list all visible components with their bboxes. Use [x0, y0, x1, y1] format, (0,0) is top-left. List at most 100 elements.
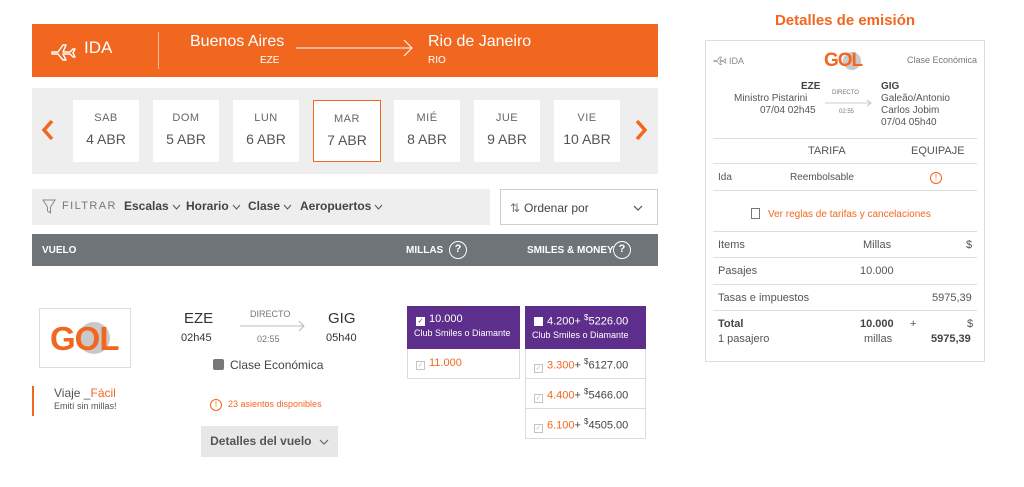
summary-dest-airport-line1: Galeão/Antonio	[881, 93, 950, 104]
filter-escalas[interactable]: Escalas	[124, 199, 181, 213]
issuance-summary: IDA GOL Clase Económica EZE Ministro Pis…	[705, 40, 985, 362]
date-day: 10 ABR	[563, 131, 611, 147]
chevron-down-icon	[374, 204, 383, 210]
smiles-money-option[interactable]: ✓ 4.400+ $5466.00	[525, 379, 646, 409]
summary-fare-type: Reembolsable	[790, 172, 854, 183]
summary-col-fare: TARIFA	[808, 145, 846, 157]
date-card[interactable]: JUE 9 ABR	[474, 100, 540, 162]
filter-bar: FILTRAR Escalas Horario Clase Aeropuerto…	[32, 189, 490, 225]
sort-select[interactable]: ⇅ Ordenar por	[500, 189, 658, 225]
plus-sign: +	[574, 419, 581, 432]
summary-cabin: Clase Económica	[906, 55, 977, 65]
arrow-right-icon	[240, 320, 305, 332]
summary-origin-airport: Ministro Pistarini	[734, 93, 808, 104]
chevron-down-icon	[633, 205, 643, 211]
smiles-money-option[interactable]: 4.200+ $5226.00 Club Smiles o Diamante	[525, 306, 646, 349]
summary-total-money: 5975,39	[931, 333, 971, 345]
summary-airline-name: GOL	[824, 50, 863, 71]
question-icon[interactable]: ?	[449, 241, 467, 259]
date-card[interactable]: LUN 6 ABR	[233, 100, 299, 162]
filter-aeropuertos[interactable]: Aeropuertos	[300, 199, 383, 213]
checkbox-icon	[534, 316, 543, 326]
divider	[158, 32, 159, 69]
miles-options: ✓ 10.000 Club Smiles o Diamante ✓ 11.000	[407, 306, 520, 379]
checkbox-icon: ✓	[534, 393, 543, 403]
chevron-right-icon[interactable]	[633, 118, 649, 142]
divider	[713, 257, 977, 258]
chevron-down-icon	[172, 204, 181, 210]
flight-dest-code: GIG	[328, 310, 356, 327]
column-miles: MILLAS	[406, 245, 444, 256]
miles-option[interactable]: ✓ 10.000 Club Smiles o Diamante	[407, 306, 520, 349]
route-bar: IDA Buenos Aires EZE Rio de Janeiro RIO	[32, 24, 658, 77]
date-card[interactable]: DOM 5 ABR	[153, 100, 219, 162]
summary-row1-label: Pasajes	[718, 265, 758, 277]
document-icon	[751, 208, 760, 219]
chevron-down-icon	[283, 204, 292, 210]
destination-code: RIO	[428, 55, 446, 66]
flight-depart-time: 02h45	[181, 332, 212, 344]
checkbox-icon: ✓	[534, 423, 543, 433]
sm-money: 5466.00	[588, 389, 629, 402]
promo-title: Viaje _Fácil	[54, 386, 116, 400]
flight-details-button[interactable]: Detalles del vuelo	[201, 426, 338, 457]
date-card[interactable]: SAB 4 ABR	[73, 100, 139, 162]
promo-highlight: Fácil	[90, 386, 116, 400]
miles-option-amount: ✓ 10.000	[416, 313, 519, 326]
summary-row2-label: Tasas e impuestos	[718, 292, 810, 304]
smiles-money-option[interactable]: ✓ 3.300+ $6127.00	[525, 349, 646, 379]
airline-name: GOL	[50, 320, 119, 357]
filter-horario[interactable]: Horario	[186, 199, 241, 213]
summary-fare-row-label: Ida	[718, 172, 732, 183]
arrow-right-icon	[825, 99, 872, 107]
date-card[interactable]: VIE 10 ABR	[554, 100, 620, 162]
date-weekday: VIE	[577, 112, 597, 124]
smiles-money-option[interactable]: ✓ 6.100+ $4505.00	[525, 409, 646, 439]
filter-clase[interactable]: Clase	[248, 199, 292, 213]
summary-dest-datetime: 07/04 05h40	[881, 117, 937, 128]
filter-label[interactable]: FILTRAR	[62, 200, 117, 212]
warning-icon: !	[210, 399, 222, 411]
chevron-down-icon	[319, 439, 329, 445]
cabin-class-label: Clase Económica	[230, 358, 324, 372]
sm-money: 6127.00	[588, 359, 629, 372]
origin-city: Buenos Aires	[190, 33, 285, 50]
plus-sign: +	[574, 315, 581, 328]
question-icon[interactable]: ?	[613, 241, 631, 259]
summary-total-sub: 1 pasajero	[718, 333, 770, 345]
divider	[713, 138, 977, 139]
divider	[713, 231, 977, 232]
flight-duration: 02:55	[257, 334, 280, 344]
summary-row1-miles: 10.000	[860, 265, 894, 277]
summary-total-miles-unit: millas	[864, 333, 893, 345]
summary-total-plus: +	[910, 318, 917, 330]
filter-option-label: Escalas	[124, 199, 169, 213]
warning-icon[interactable]: !	[930, 172, 942, 184]
results-table-header: VUELO MILLAS ? SMILES & MONEY ?	[32, 234, 658, 266]
summary-origin-datetime: 07/04 02h45	[760, 105, 816, 116]
sm-miles: 4.400	[547, 389, 575, 402]
chevron-left-icon[interactable]	[40, 118, 56, 142]
fare-rules-link[interactable]: Ver reglas de tarifas y cancelaciones	[751, 208, 931, 220]
sm-miles: 3.300	[547, 359, 575, 372]
sm-money: 5226.00	[588, 315, 629, 328]
date-card[interactable]: MIÉ 8 ABR	[394, 100, 460, 162]
promo-viaje-facil[interactable]: Viaje _Fácil Emití sin millas!	[32, 386, 117, 416]
date-weekday: SAB	[94, 112, 118, 124]
smiles-money-amount: 4.200+ $5226.00	[534, 313, 645, 328]
currency-symbol: $	[584, 417, 589, 426]
flight-origin-code: EZE	[184, 310, 214, 327]
summary-col-baggage: EQUIPAJE	[911, 145, 965, 157]
currency-symbol: $	[584, 357, 589, 366]
summary-title: Detalles de emisión	[774, 12, 916, 29]
logo-disc	[78, 322, 110, 354]
date-weekday: DOM	[172, 112, 200, 124]
currency-symbol: $	[584, 387, 589, 396]
miles-value: 11.000	[429, 357, 462, 369]
miles-option[interactable]: ✓ 11.000	[407, 349, 520, 379]
promo-subtitle: Emití sin millas!	[54, 401, 117, 411]
plane-icon	[51, 44, 76, 61]
summary-duration: 02:55	[839, 109, 855, 115]
filter-icon[interactable]	[42, 199, 56, 215]
date-card-selected[interactable]: MAR 7 ABR	[313, 100, 381, 162]
